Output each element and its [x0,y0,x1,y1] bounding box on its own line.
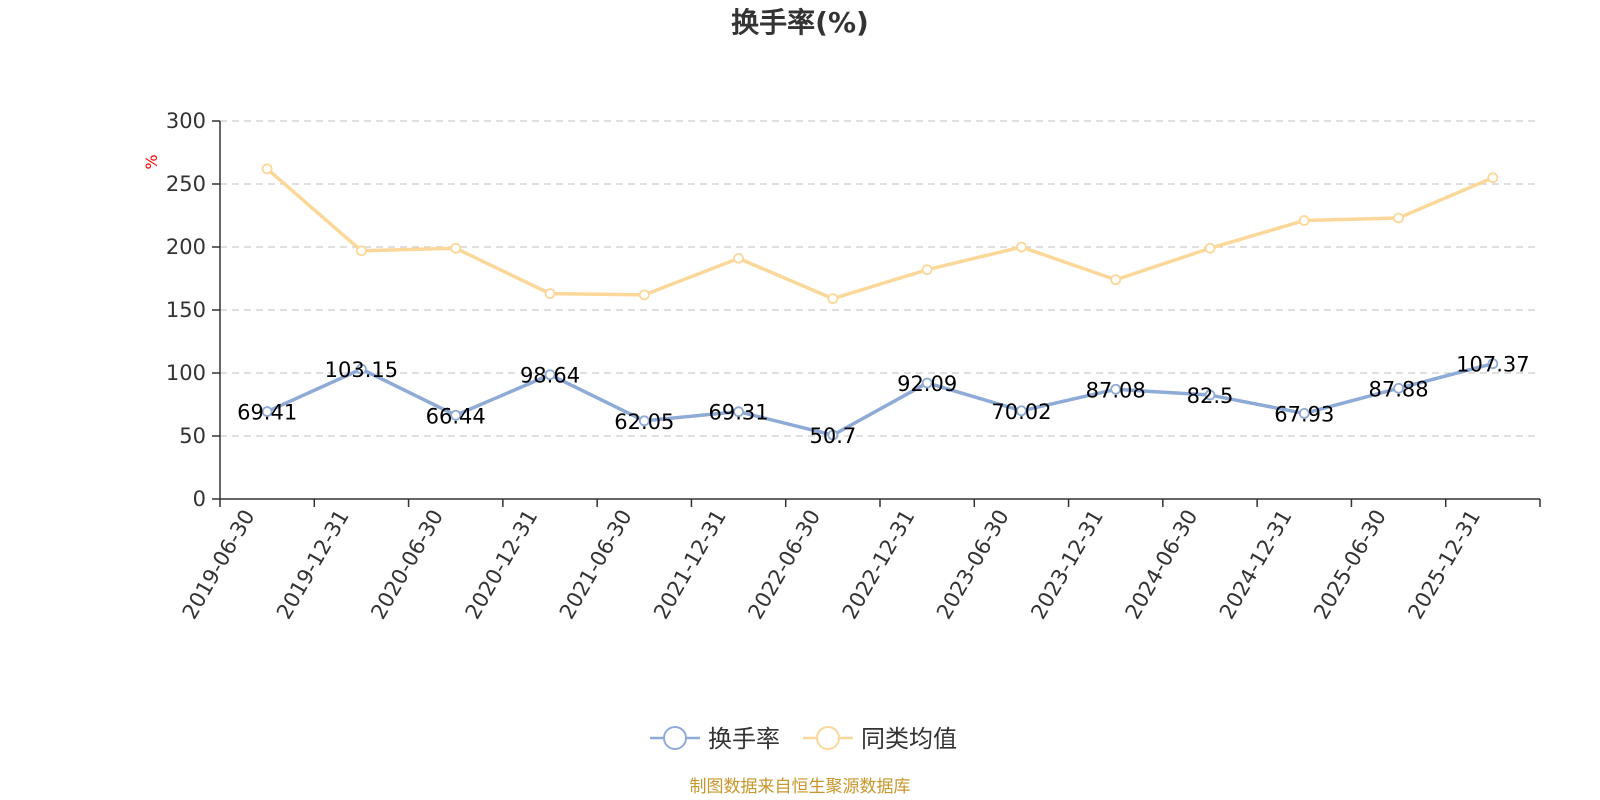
x-tick-label: 2023-06-30 [932,506,1014,624]
data-point [450,242,462,254]
x-tick-label: 2022-12-31 [838,506,920,624]
legend-label-1: 同类均值 [861,725,957,753]
data-label: 69.41 [237,401,297,425]
y-tick-label: 250 [166,172,206,196]
data-point [1298,215,1310,226]
data-point [1487,358,1499,370]
data-point [1204,242,1216,254]
series-line-0 [266,362,1494,437]
data-point [827,429,839,441]
legend: 换手率 同类均值 [650,725,957,753]
data-label: 92.09 [897,372,957,396]
data-label: 67.93 [1274,402,1334,426]
legend-marker-0 [663,726,687,750]
data-label: 62.05 [614,410,674,434]
data-point [1487,172,1499,184]
data-point [921,264,933,276]
data-point [1298,408,1310,419]
data-point [1016,241,1027,253]
series-line-1 [265,167,1494,301]
x-tick-label: 2020-12-31 [461,506,543,624]
data-label: 82.5 [1187,384,1234,408]
x-tick-label: 2019-12-31 [272,506,354,624]
data-label: 98.64 [520,364,580,388]
x-tick-label: 2019-06-30 [178,506,260,624]
data-point [1204,389,1216,401]
y-tick-label: 200 [166,235,206,259]
data-label: 70.02 [991,400,1051,424]
x-tick-label: 2025-06-30 [1309,506,1391,624]
data-point [450,409,462,421]
data-point [733,406,744,418]
x-tick-label: 2025-12-31 [1403,506,1485,624]
data-point [356,363,367,375]
data-point [544,288,556,300]
data-labels: 69.41 103.15 66.44 98.64 62.05 69.31 50.7 92.09… [237,353,1530,448]
x-tick-label: 2020-06-30 [366,506,448,624]
x-tick-label: 2022-06-30 [743,506,825,624]
x-tick-label: 2024-12-31 [1215,506,1297,624]
x-tick-label: 2021-06-30 [555,506,637,624]
data-point [638,415,650,427]
data-point [261,163,273,175]
grid-lines [220,120,1540,437]
data-point [1016,405,1027,417]
x-tick-label: 2024-06-30 [1121,506,1203,624]
data-point [544,369,556,381]
y-tick-label: 300 [166,109,206,133]
data-point [1110,383,1122,395]
data-label: 66.44 [426,404,486,428]
data-point [356,245,367,257]
data-label: 50.7 [809,424,856,448]
data-label: 107.37 [1456,353,1529,377]
data-point [638,289,650,301]
source-note: 制图数据来自恒生聚源数据库 [690,777,911,797]
y-tick-label: 100 [166,361,206,385]
series-layer [261,163,1499,441]
data-point [1393,382,1404,394]
legend-marker-1 [816,726,840,750]
data-label: 69.31 [709,401,769,425]
data-label: 87.08 [1086,378,1146,402]
y-tick-label: 0 [193,487,206,511]
y-tick-label: 150 [166,298,206,322]
y-tick-label: 50 [179,424,206,448]
data-point [921,377,933,389]
data-point [733,252,744,264]
data-point [261,406,273,417]
y-axis-unit: % [142,154,161,169]
data-label: 87.88 [1369,377,1429,401]
data-point [1393,212,1404,224]
data-point [1110,274,1122,286]
data-point [827,293,839,305]
x-tick-label: 2021-12-31 [649,506,731,624]
x-tick-label: 2023-12-31 [1026,506,1108,624]
chart-title: 换手率(%) [731,6,869,39]
legend-label-0: 换手率 [708,725,780,753]
data-label: 103.15 [325,358,398,382]
